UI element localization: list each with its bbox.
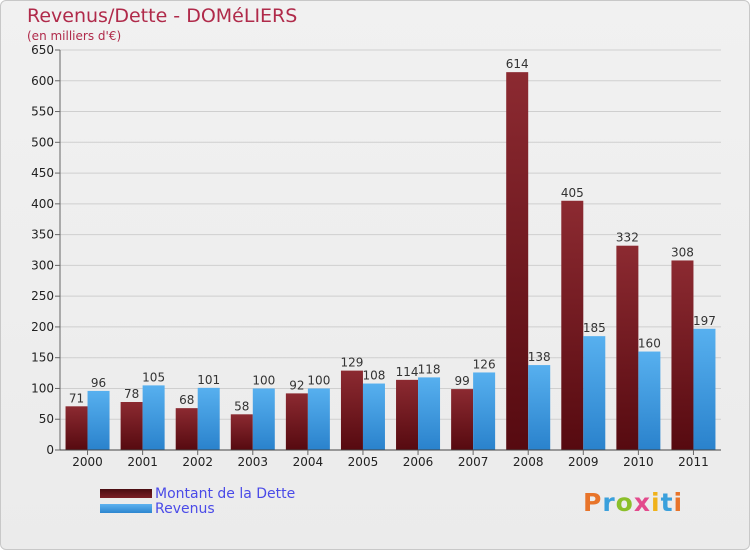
bar-dette-2006 bbox=[396, 379, 419, 450]
label-dette-2001: 78 bbox=[124, 387, 139, 401]
x-tick-label-2005: 2005 bbox=[348, 455, 379, 469]
x-tick-label-2001: 2001 bbox=[127, 455, 158, 469]
label-dette-2011: 308 bbox=[671, 245, 694, 259]
bar-dette-2007 bbox=[451, 389, 474, 450]
label-dette-2003: 58 bbox=[234, 399, 249, 413]
legend-swatch-revenus bbox=[100, 504, 152, 513]
x-tick-label-2004: 2004 bbox=[293, 455, 324, 469]
label-revenus-2009: 185 bbox=[583, 321, 606, 335]
bar-dette-2001 bbox=[120, 402, 143, 450]
x-tick-label-2007: 2007 bbox=[458, 455, 489, 469]
bar-revenus-2009 bbox=[583, 336, 606, 450]
x-tick-label-2008: 2008 bbox=[513, 455, 544, 469]
logo-letter: r bbox=[602, 488, 616, 517]
label-revenus-2005: 108 bbox=[363, 369, 386, 383]
bar-revenus-2007 bbox=[473, 372, 496, 450]
legend-label-revenus: Revenus bbox=[155, 500, 215, 517]
logo-letter: i bbox=[651, 488, 661, 517]
y-tick-label: 350 bbox=[31, 228, 54, 242]
chart-subtitle: (en milliers d'€) bbox=[27, 29, 122, 43]
bar-dette-2011 bbox=[671, 260, 694, 450]
bars bbox=[65, 72, 716, 451]
label-dette-2010: 332 bbox=[616, 231, 639, 245]
x-tick-label-2011: 2011 bbox=[678, 455, 709, 469]
bar-dette-2003 bbox=[230, 414, 253, 450]
legend-item-revenus: Revenus bbox=[100, 500, 295, 517]
y-tick-label: 200 bbox=[31, 320, 54, 334]
bar-revenus-2010 bbox=[638, 351, 661, 450]
x-tick-label-2002: 2002 bbox=[182, 455, 213, 469]
y-tick-label: 300 bbox=[31, 258, 54, 272]
label-dette-2007: 99 bbox=[454, 374, 469, 388]
y-tick-label: 250 bbox=[31, 289, 54, 303]
y-tick-label: 400 bbox=[31, 197, 54, 211]
legend-swatch-dette bbox=[100, 489, 152, 498]
label-dette-2000: 71 bbox=[69, 391, 84, 405]
label-revenus-2000: 96 bbox=[91, 376, 106, 390]
label-dette-2009: 405 bbox=[561, 186, 584, 200]
bar-revenus-2002 bbox=[197, 387, 220, 450]
label-revenus-2011: 197 bbox=[693, 314, 716, 328]
y-tick-label: 500 bbox=[31, 135, 54, 149]
label-revenus-2001: 105 bbox=[142, 370, 165, 384]
label-dette-2004: 92 bbox=[289, 378, 304, 392]
y-tick-label: 650 bbox=[31, 43, 54, 57]
bar-dette-2002 bbox=[175, 408, 198, 450]
bar-dette-2004 bbox=[285, 393, 308, 450]
logo-letter: t bbox=[660, 488, 674, 517]
label-revenus-2003: 100 bbox=[252, 373, 275, 387]
bar-revenus-2000 bbox=[87, 390, 110, 450]
logo-letter: x bbox=[633, 488, 651, 517]
gridlines bbox=[60, 49, 721, 451]
bar-revenus-2008 bbox=[528, 365, 551, 450]
bar-revenus-2003 bbox=[252, 388, 275, 450]
x-tick-label-2006: 2006 bbox=[403, 455, 434, 469]
label-revenus-2010: 160 bbox=[638, 337, 661, 351]
bar-dette-2009 bbox=[561, 200, 584, 450]
y-tick-label: 600 bbox=[31, 74, 54, 88]
bar-revenus-2004 bbox=[307, 388, 330, 450]
x-tick-label-2000: 2000 bbox=[72, 455, 103, 469]
x-tick-label-2009: 2009 bbox=[568, 455, 599, 469]
logo-letter: P bbox=[583, 488, 603, 517]
y-tick-label: 150 bbox=[31, 351, 54, 365]
bar-dette-2008 bbox=[506, 72, 529, 451]
label-revenus-2007: 126 bbox=[473, 357, 496, 371]
legend-item-dette: Montant de la Dette bbox=[100, 485, 296, 502]
y-axis: 0 50 100 150 200 250 300 350 400 450 500 550 600 650 bbox=[31, 43, 61, 457]
y-tick-label: 50 bbox=[39, 412, 54, 426]
label-revenus-2006: 118 bbox=[418, 362, 441, 376]
label-revenus-2002: 101 bbox=[197, 373, 220, 387]
x-tick-label-2003: 2003 bbox=[238, 455, 269, 469]
label-dette-2002: 68 bbox=[179, 393, 194, 407]
y-tick-label: 550 bbox=[31, 105, 54, 119]
logo-letter: i bbox=[673, 488, 684, 517]
bar-revenus-2011 bbox=[693, 328, 716, 450]
bar-dette-2000 bbox=[65, 406, 88, 450]
chart-title: Revenus/Dette - DOMéLIERS bbox=[27, 5, 298, 27]
label-revenus-2008: 138 bbox=[528, 350, 551, 364]
bar-dette-2005 bbox=[340, 370, 363, 450]
x-tick-label-2010: 2010 bbox=[623, 455, 654, 469]
y-tick-label: 100 bbox=[31, 381, 54, 395]
bar-revenus-2005 bbox=[362, 383, 385, 450]
legend: Montant de la Dette Revenus bbox=[100, 485, 296, 517]
label-dette-2008: 614 bbox=[506, 57, 529, 71]
x-axis: 2000 2001 2002 2003 2004 2005 2006 2007 2008 2009… bbox=[60, 449, 721, 469]
bar-revenus-2001 bbox=[142, 385, 165, 450]
proxiti-logo: Proxiti bbox=[583, 488, 683, 517]
y-tick-label: 450 bbox=[31, 166, 54, 180]
y-tick-label: 0 bbox=[46, 443, 54, 457]
label-dette-2006: 114 bbox=[396, 365, 419, 379]
label-revenus-2004: 100 bbox=[307, 373, 330, 387]
bar-revenus-2006 bbox=[418, 377, 441, 450]
label-dette-2005: 129 bbox=[341, 356, 364, 370]
logo-letter: o bbox=[615, 488, 634, 517]
legend-label-dette: Montant de la Dette bbox=[155, 485, 296, 502]
bar-dette-2010 bbox=[616, 245, 639, 450]
